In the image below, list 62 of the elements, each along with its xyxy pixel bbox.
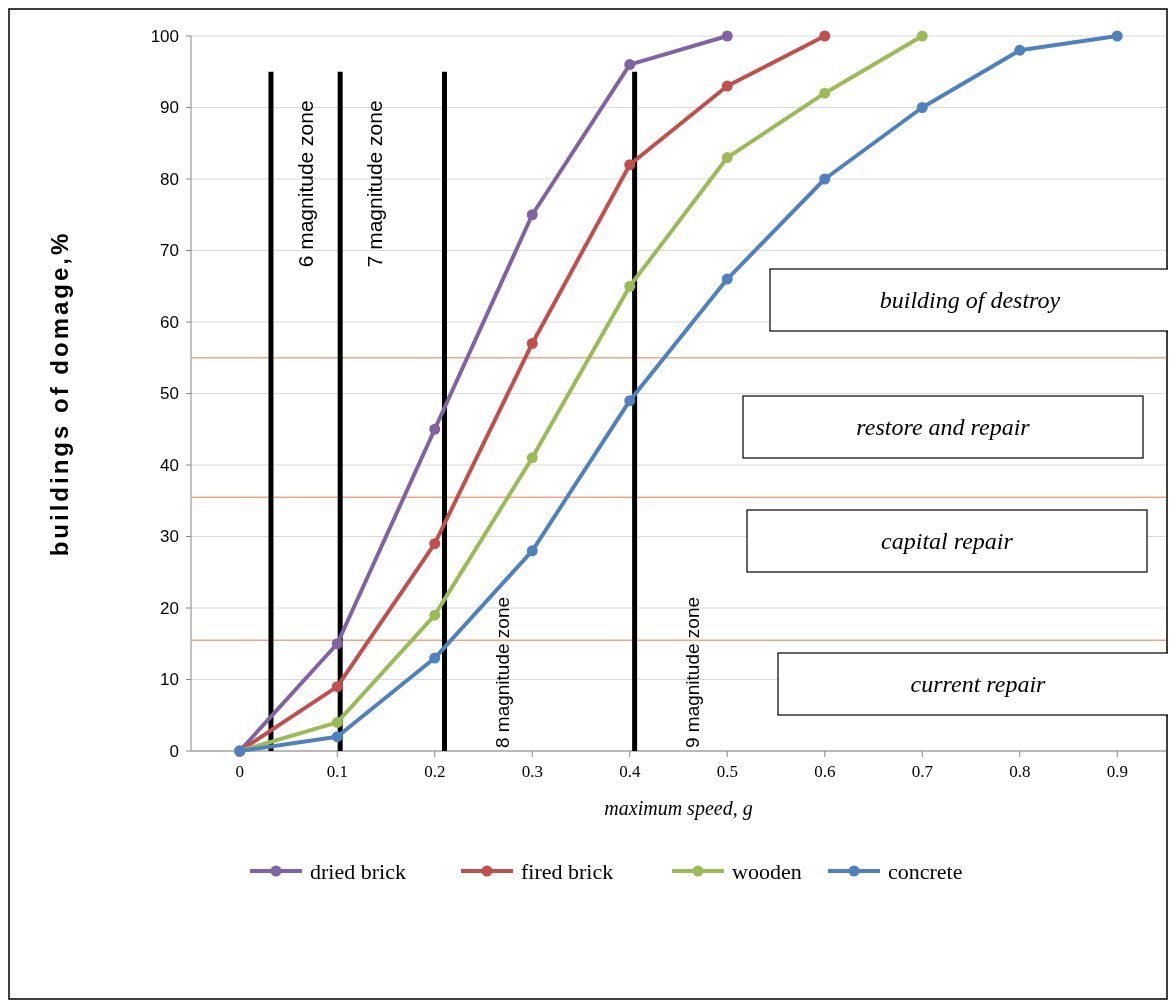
point	[1014, 44, 1026, 56]
y-tick-label: 80	[160, 169, 179, 189]
point	[819, 173, 831, 185]
x-tick-label: 0.6	[814, 762, 836, 781]
annotation: capital repair	[881, 528, 1014, 555]
point	[429, 652, 441, 664]
point	[624, 159, 636, 171]
point	[721, 30, 733, 42]
point	[526, 545, 538, 557]
legend-label: concrete	[888, 858, 963, 884]
point	[526, 337, 538, 349]
point	[721, 152, 733, 164]
point	[721, 273, 733, 285]
x-tick-label: 0.5	[716, 762, 738, 781]
annotation: building of destroy	[879, 287, 1061, 314]
point	[1111, 30, 1123, 42]
point	[624, 280, 636, 292]
y-tick-label: 60	[160, 312, 179, 332]
x-tick-label: 0	[235, 762, 244, 781]
y-tick-label: 100	[150, 26, 179, 46]
point	[916, 30, 928, 42]
x-tick-label: 0.7	[911, 762, 934, 781]
point	[526, 452, 538, 464]
point	[624, 59, 636, 71]
x-tick-label: 0.8	[1009, 762, 1031, 781]
y-tick-label: 0	[169, 741, 179, 761]
point	[429, 538, 441, 550]
y-tick-label: 70	[160, 241, 179, 261]
ref-line-label: 9 magnitude zone	[681, 596, 703, 748]
x-axis-title: maximum speed, g	[604, 797, 753, 820]
legend-label: wooden	[732, 858, 802, 884]
ref-line-label: 6 magnitude zone	[293, 100, 317, 268]
point	[429, 609, 441, 621]
ref-line-label: 8 magnitude zone	[491, 596, 513, 748]
point	[624, 395, 636, 407]
y-tick-label: 40	[160, 455, 179, 475]
y-tick-label: 20	[160, 598, 179, 618]
y-tick-label: 50	[160, 384, 179, 404]
point	[819, 30, 831, 42]
legend-label: fired brick	[521, 858, 614, 884]
y-tick-label: 10	[160, 670, 179, 690]
point	[331, 638, 343, 650]
legend-label: dried brick	[310, 858, 406, 884]
point	[916, 102, 928, 113]
annotation: restore and repair	[856, 414, 1031, 441]
point	[331, 716, 343, 728]
point	[526, 209, 538, 221]
point	[429, 423, 441, 435]
point	[721, 80, 733, 92]
point	[819, 87, 831, 99]
annotation: current repair	[910, 671, 1047, 698]
x-tick-label: 0.9	[1106, 762, 1128, 781]
ref-line-label: 7 magnitude zone	[363, 100, 387, 268]
x-tick-label: 0.1	[326, 762, 348, 781]
x-tick-label: 0.4	[619, 762, 641, 781]
y-axis-title: buildings of domage,%	[46, 230, 73, 557]
point	[331, 731, 343, 743]
y-tick-label: 30	[160, 527, 179, 547]
x-tick-label: 0.2	[424, 762, 446, 781]
x-tick-label: 0.3	[521, 762, 543, 781]
y-tick-label: 90	[160, 98, 179, 118]
point	[331, 681, 343, 693]
